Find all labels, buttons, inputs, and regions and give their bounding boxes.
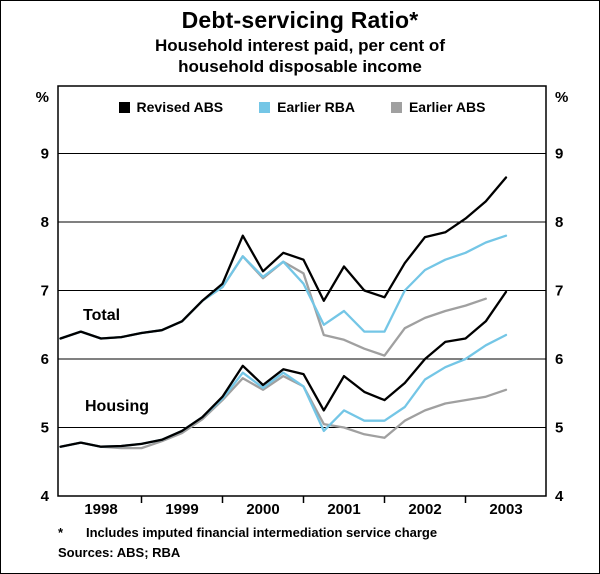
series-group-label-housing: Housing bbox=[85, 398, 149, 415]
chart-subtitle: Household interest paid, per cent of hou… bbox=[1, 35, 599, 77]
series-line-housing-earlier-rba bbox=[59, 333, 508, 448]
y-tick-label-left: 6 bbox=[41, 351, 49, 368]
y-tick-label-right: 4 bbox=[555, 488, 564, 505]
chart-subtitle-line2: household disposable income bbox=[178, 57, 422, 76]
legend-item-revised-abs: Revised ABS bbox=[118, 99, 224, 115]
y-tick-label-right: 5 bbox=[555, 420, 563, 437]
legend-swatch bbox=[259, 101, 271, 113]
y-tick-label-right: 6 bbox=[555, 351, 563, 368]
legend-swatch bbox=[390, 101, 402, 113]
footnote-marker: * bbox=[58, 525, 64, 540]
x-tick-label: 2002 bbox=[408, 501, 441, 518]
y-tick-label-left: 5 bbox=[41, 420, 49, 437]
x-tick-label: 2000 bbox=[246, 501, 279, 518]
x-tick-label: 1999 bbox=[165, 501, 198, 518]
y-tick-label-left: 7 bbox=[41, 283, 49, 300]
y-tick-label-right: 8 bbox=[555, 214, 563, 231]
y-axis-unit-right: % bbox=[555, 89, 568, 106]
x-tick-label: 2003 bbox=[489, 501, 522, 518]
legend-label: Earlier RBA bbox=[277, 99, 355, 115]
chart-footnote: * Includes imputed financial intermediat… bbox=[58, 525, 437, 540]
chart-subtitle-line1: Household interest paid, per cent of bbox=[155, 36, 445, 55]
series-line-total-earlier-abs bbox=[59, 255, 487, 357]
legend-label: Earlier ABS bbox=[408, 99, 486, 115]
chart-sources: Sources: ABS; RBA bbox=[58, 545, 181, 560]
legend-item-earlier-abs: Earlier ABS bbox=[390, 99, 486, 115]
chart-title: Debt-servicing Ratio* bbox=[181, 7, 419, 33]
x-tick-label: 2001 bbox=[327, 501, 360, 518]
legend-item-earlier-rba: Earlier RBA bbox=[259, 99, 355, 115]
y-axis-unit-left: % bbox=[36, 89, 49, 106]
series-line-housing-earlier-abs bbox=[59, 374, 508, 450]
x-tick-label: 1998 bbox=[84, 501, 117, 518]
y-tick-label-left: 4 bbox=[41, 488, 50, 505]
footnote-text: Includes imputed financial intermediatio… bbox=[86, 525, 438, 540]
y-tick-label-right: 7 bbox=[555, 283, 563, 300]
legend-label: Revised ABS bbox=[136, 99, 224, 115]
series-line-total-revised-abs bbox=[59, 176, 508, 340]
series-line-total-earlier-rba bbox=[59, 234, 508, 340]
plot-border bbox=[57, 85, 547, 497]
series-group-label-total: Total bbox=[83, 307, 121, 324]
series-line-housing-revised-abs bbox=[59, 290, 508, 448]
y-tick-label-right: 9 bbox=[555, 146, 563, 163]
y-tick-label-left: 8 bbox=[41, 214, 49, 231]
legend-swatch bbox=[118, 101, 130, 113]
y-tick-label-left: 9 bbox=[41, 146, 49, 163]
chart-legend: Revised ABS Earlier RBA Earlier ABS bbox=[58, 99, 546, 115]
